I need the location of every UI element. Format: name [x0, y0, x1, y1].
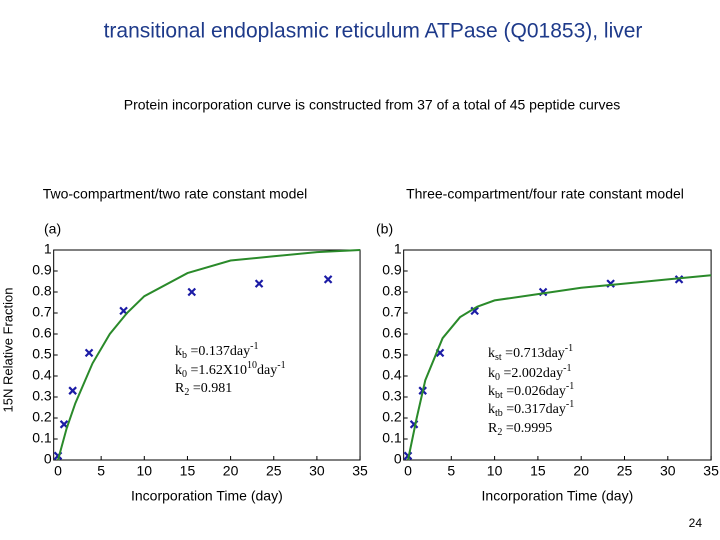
slide-title: transitional endoplasmic reticulum ATPas…	[104, 20, 643, 43]
data-point	[187, 287, 197, 297]
annotation-part: 0	[182, 369, 187, 380]
page-number: 24	[689, 516, 703, 530]
annotation: R2​ =0.981	[175, 381, 232, 398]
data-point	[254, 279, 264, 288]
annotation-part: k	[175, 344, 182, 359]
annotation: R2​ =0.9995	[488, 421, 552, 438]
annotation: kbt​ =0.026day-1​	[488, 381, 574, 401]
annotation: kb​ =0.137day-1​	[175, 341, 258, 361]
annotation-part: 10	[247, 360, 257, 371]
annotation-part: -1	[277, 360, 285, 371]
y-tick-label: 0.1	[32, 430, 52, 446]
y-tick-label: 0	[394, 451, 402, 467]
annotation-part: -1	[565, 343, 573, 354]
x-tick-label: 35	[703, 463, 719, 479]
x-tick-label: 25	[266, 463, 282, 479]
x-tick-label: 30	[660, 463, 676, 479]
annotation-part: =0.026day	[503, 384, 566, 399]
annotation-part: bt	[495, 390, 503, 401]
annotation-part: k	[488, 402, 495, 417]
data-point	[323, 275, 333, 284]
annotation: k0​ =2.002day-1​	[488, 363, 571, 383]
chart-title: Two-compartment/two rate constant model	[43, 186, 308, 202]
annotation-part: -1	[250, 341, 258, 352]
y-tick-label: 1	[394, 241, 402, 257]
annotation-part: b	[182, 350, 187, 361]
y-axis-label: 15N Relative Fraction	[0, 288, 15, 413]
annotation-part: -1	[563, 363, 571, 374]
y-tick-label: 0.7	[382, 304, 402, 320]
x-tick-label: 15	[180, 463, 196, 479]
fit-curve	[407, 274, 712, 461]
annotation-part: 0	[495, 372, 500, 383]
y-tick-label: 0.9	[32, 262, 52, 278]
annotation-part: =1.62X10	[187, 363, 247, 378]
data-point	[84, 348, 94, 358]
x-tick-label: 30	[309, 463, 325, 479]
annotation: kst​ =0.713day-1​	[488, 343, 573, 363]
annotation-part: -1	[566, 381, 574, 392]
annotation-part: =0.981	[189, 381, 232, 396]
slide-subtitle: Protein incorporation curve is construct…	[124, 97, 621, 113]
annotation-part: =2.002day	[500, 366, 563, 381]
x-tick-label: 35	[352, 463, 368, 479]
annotation-part: R	[488, 421, 498, 436]
annotation-part: 2	[184, 387, 189, 398]
annotation-part: k	[488, 384, 495, 399]
annotation-part: =0.137day	[187, 344, 250, 359]
y-tick-label: 0.4	[382, 367, 402, 383]
y-tick-label: 0.8	[32, 283, 52, 299]
fit-curve	[57, 249, 361, 461]
annotation-part: day	[257, 363, 277, 378]
y-tick-label: 0.8	[382, 283, 402, 299]
x-tick-label: 5	[97, 463, 105, 479]
x-tick-label: 25	[617, 463, 633, 479]
y-tick-label: 0.5	[32, 346, 52, 362]
annotation-part: R	[175, 381, 185, 396]
y-tick-label: 0	[44, 451, 52, 467]
annotation-part: tb	[495, 408, 503, 419]
panel-label: (a)	[44, 221, 61, 237]
y-tick-label: 1	[44, 241, 52, 257]
x-tick-label: 20	[223, 463, 239, 479]
annotation-part: 2	[497, 427, 502, 438]
annotation-part: st	[495, 352, 502, 363]
annotation-part: =0.713day	[502, 346, 565, 361]
annotation-part: -1	[566, 399, 574, 410]
x-tick-label: 0	[54, 463, 62, 479]
chart-title: Three-compartment/four rate constant mod…	[406, 186, 684, 202]
annotation: k0​ =1.62X1010​day-1​	[175, 360, 286, 380]
x-tick-label: 10	[487, 463, 503, 479]
x-tick-label: 5	[447, 463, 455, 479]
y-tick-label: 0.3	[32, 388, 52, 404]
y-tick-label: 0.3	[382, 388, 402, 404]
x-axis-label: Incorporation Time (day)	[131, 488, 283, 504]
annotation-part: k	[488, 366, 495, 381]
data-point	[674, 275, 684, 284]
y-tick-label: 0.7	[32, 304, 52, 320]
y-tick-label: 0.1	[382, 430, 402, 446]
x-tick-label: 0	[404, 463, 412, 479]
annotation-part: =0.317day	[503, 402, 566, 417]
panel-label: (b)	[376, 221, 393, 237]
y-tick-label: 0.6	[32, 325, 52, 341]
x-axis-label: Incorporation Time (day)	[482, 488, 634, 504]
y-tick-label: 0.2	[32, 409, 52, 425]
y-tick-label: 0.4	[32, 367, 52, 383]
x-tick-label: 10	[137, 463, 153, 479]
y-tick-label: 0.2	[382, 409, 402, 425]
y-tick-label: 0.5	[382, 346, 402, 362]
annotation-part: k	[175, 363, 182, 378]
y-tick-label: 0.9	[382, 262, 402, 278]
data-point	[68, 386, 77, 395]
x-tick-label: 20	[573, 463, 589, 479]
x-tick-label: 15	[530, 463, 546, 479]
y-tick-label: 0.6	[382, 325, 402, 341]
annotation-part: k	[488, 346, 495, 361]
annotation-part: =0.9995	[502, 421, 552, 436]
annotation: ktb​ =0.317day-1​	[488, 399, 574, 419]
